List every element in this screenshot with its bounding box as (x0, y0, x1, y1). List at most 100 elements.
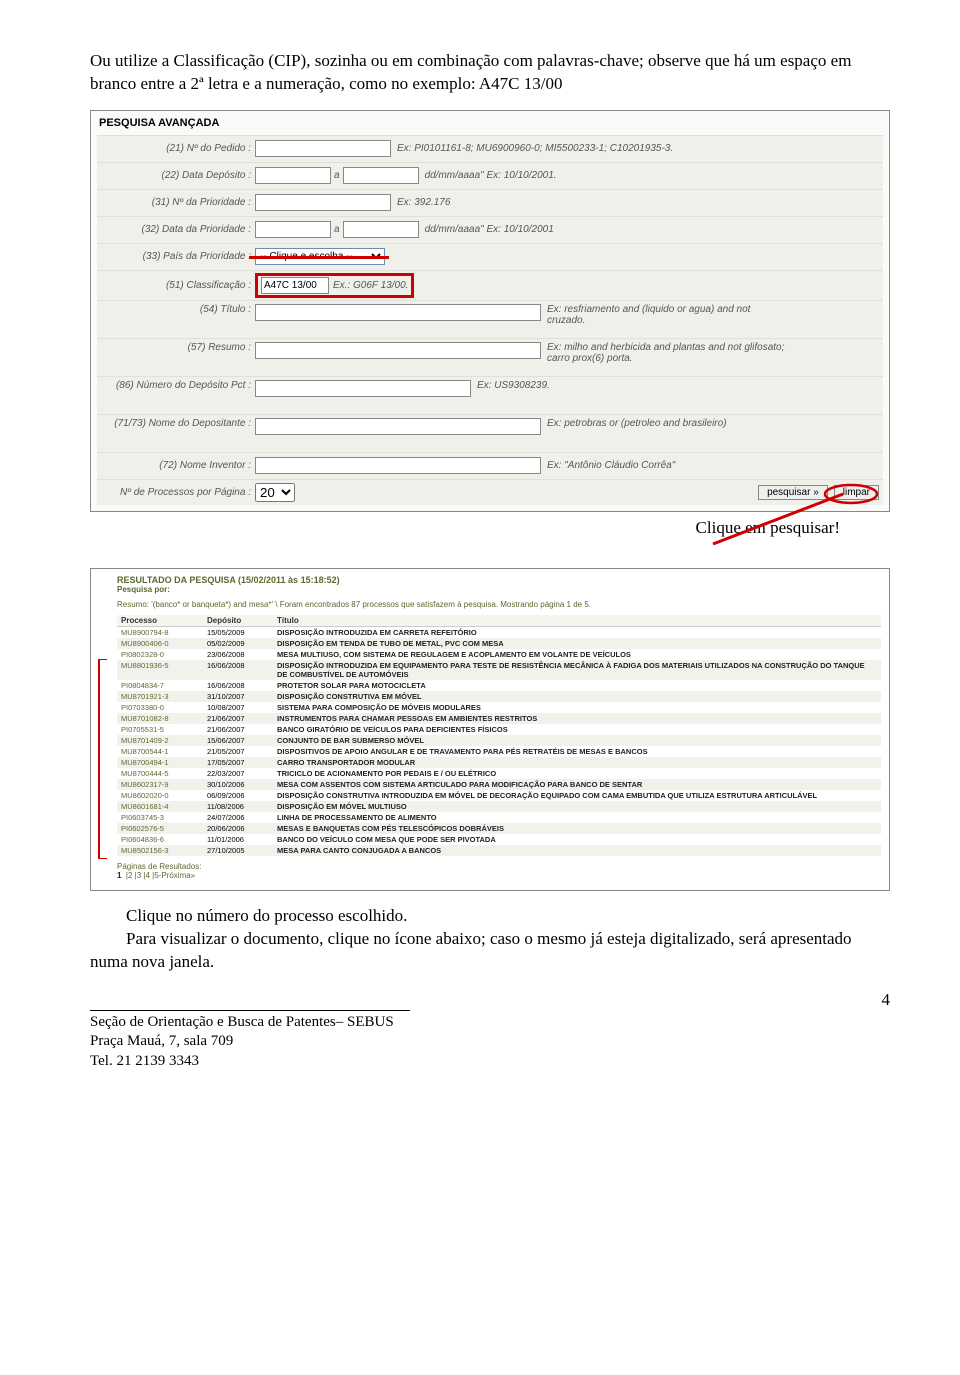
cell-processo[interactable]: PI0804834-7 (117, 680, 203, 691)
hint-pct: Ex: US9308239. (477, 380, 550, 391)
cell-processo[interactable]: PI0703380-0 (117, 702, 203, 713)
hint-pedido: Ex: PI0101161-8; MU6900960-0; MI5500233-… (397, 143, 673, 154)
table-row: MU8900794-815/05/2009DISPOSIÇÃO INTRODUZ… (117, 626, 881, 638)
cell-processo[interactable]: MU8900794-8 (117, 626, 203, 638)
cell-deposito: 06/09/2006 (203, 790, 273, 801)
label-classif: (51) Classificação : (101, 280, 255, 291)
table-row: MU8900406-005/02/2009DISPOSIÇÃO EM TENDA… (117, 638, 881, 649)
cell-processo[interactable]: MU8502156-3 (117, 845, 203, 856)
cell-processo[interactable]: PI0602576-5 (117, 823, 203, 834)
hint-titulo: Ex: resfriamento and (liquido or agua) a… (547, 304, 787, 326)
cell-processo[interactable]: MU8701921-3 (117, 691, 203, 702)
cell-titulo: DISPOSIÇÃO CONSTRUTIVA INTRODUZIDA EM MÓ… (273, 790, 881, 801)
red-arrow-icon (843, 494, 853, 504)
hint-dataprio: dd/mm/aaaa" Ex: 10/10/2001 (425, 224, 554, 235)
footer-line2: Praça Mauá, 7, sala 709 (90, 1032, 890, 1052)
input-inventor[interactable] (255, 457, 541, 474)
cell-deposito: 21/06/2007 (203, 724, 273, 735)
input-deposito-from[interactable] (255, 167, 331, 184)
cell-processo[interactable]: MU8602317-9 (117, 779, 203, 790)
instr-line1: Clique no número do processo escolhido. (90, 905, 890, 928)
input-dataprio-to[interactable] (343, 221, 419, 238)
cell-processo[interactable]: MU8602020-0 (117, 790, 203, 801)
cell-titulo: INSTRUMENTOS PARA CHAMAR PESSOAS EM AMBI… (273, 713, 881, 724)
cell-deposito: 24/07/2006 (203, 812, 273, 823)
row-buttons: Nº de Processos por Página : 20 pesquisa… (97, 479, 883, 505)
results-sub1: Pesquisa por: (117, 585, 881, 594)
sep-deposito: a (334, 170, 340, 181)
side-bracket-icon (97, 659, 111, 859)
cell-processo[interactable]: MU8701409-2 (117, 735, 203, 746)
table-row: PI0603745-324/07/2006LINHA DE PROCESSAME… (117, 812, 881, 823)
cell-titulo: LINHA DE PROCESSAMENTO DE ALIMENTO (273, 812, 881, 823)
table-row: MU8601681-411/08/2006DISPOSIÇÃO EM MÓVEL… (117, 801, 881, 812)
cell-processo[interactable]: PI0802328-0 (117, 649, 203, 660)
row-pct: (86) Número do Depósito Pct : Ex: US9308… (97, 376, 883, 414)
cell-deposito: 27/10/2005 (203, 845, 273, 856)
input-pct[interactable] (255, 380, 471, 397)
cell-processo[interactable]: PI0705531-5 (117, 724, 203, 735)
form-title: PESQUISA AVANÇADA (97, 113, 883, 135)
label-paisprio: (33) País da Prioridade : (101, 251, 255, 262)
label-deposito: (22) Data Depósito : (101, 170, 255, 181)
cell-deposito: 10/08/2007 (203, 702, 273, 713)
cell-processo[interactable]: MU8700444-5 (117, 768, 203, 779)
cell-processo[interactable]: PI0604836-6 (117, 834, 203, 845)
label-prioridade: (31) Nº da Prioridade : (101, 197, 255, 208)
cell-processo[interactable]: MU8601681-4 (117, 801, 203, 812)
input-deposito-to[interactable] (343, 167, 419, 184)
input-titulo[interactable] (255, 304, 541, 321)
cell-titulo: CONJUNTO DE BAR SUBMERSO MÓVEL (273, 735, 881, 746)
row-deposito: (22) Data Depósito : a dd/mm/aaaa" Ex: 1… (97, 162, 883, 189)
cell-titulo: DISPOSIÇÃO CONSTRUTIVA EM MÓVEL (273, 691, 881, 702)
label-depositante: (71/73) Nome do Depositante : (101, 418, 255, 429)
clear-button[interactable]: limpar (834, 485, 879, 500)
classif-highlight: Ex.: G06F 13/00. (255, 273, 414, 298)
cell-deposito: 30/10/2006 (203, 779, 273, 790)
col-titulo: Título (273, 615, 881, 627)
hint-classif: Ex.: G06F 13/00. (333, 280, 408, 291)
results-sub1-label: Pesquisa por: (117, 585, 170, 594)
cell-processo[interactable]: MU8700494-1 (117, 757, 203, 768)
cell-processo[interactable]: MU8900406-0 (117, 638, 203, 649)
input-classif[interactable] (261, 277, 329, 294)
pages-links[interactable]: 1 |2 |3 |4 |5-Próxima» (117, 871, 877, 880)
cell-titulo: CARRO TRANSPORTADOR MODULAR (273, 757, 881, 768)
cell-processo[interactable]: PI0603745-3 (117, 812, 203, 823)
cell-deposito: 17/05/2007 (203, 757, 273, 768)
label-pct: (86) Número do Depósito Pct : (101, 380, 255, 391)
table-row: MU8701921-331/10/2007DISPOSIÇÃO CONSTRUT… (117, 691, 881, 702)
cell-deposito: 11/08/2006 (203, 801, 273, 812)
input-depositante[interactable] (255, 418, 541, 435)
cell-titulo: BANCO DO VEÍCULO COM MESA QUE PODE SER P… (273, 834, 881, 845)
table-row: PI0703380-010/08/2007SISTEMA PARA COMPOS… (117, 702, 881, 713)
hint-inventor: Ex: "Antônio Cláudio Corrêa" (547, 460, 675, 471)
hint-resumo: Ex: milho and herbicida and plantas and … (547, 342, 787, 364)
footer-line1: Seção de Orientação e Busca de Patentes–… (90, 1013, 890, 1033)
results-table: Processo Depósito Título MU8900794-815/0… (117, 615, 881, 856)
input-prioridade[interactable] (255, 194, 391, 211)
input-resumo[interactable] (255, 342, 541, 359)
search-button[interactable]: pesquisar » (758, 485, 828, 500)
label-dataprio: (32) Data da Prioridade : (101, 224, 255, 235)
cell-titulo: TRICICLO DE ACIONAMENTO POR PEDAIS E / O… (273, 768, 881, 779)
select-perpage[interactable]: 20 (255, 483, 295, 502)
label-titulo: (54) Título : (101, 304, 255, 315)
cell-processo[interactable]: MU8701082-8 (117, 713, 203, 724)
table-row: MU8602020-006/09/2006DISPOSIÇÃO CONSTRUT… (117, 790, 881, 801)
cell-deposito: 23/06/2008 (203, 649, 273, 660)
cell-processo[interactable]: MU8700544-1 (117, 746, 203, 757)
input-dataprio-from[interactable] (255, 221, 331, 238)
table-row: MU8502156-327/10/2005MESA PARA CANTO CON… (117, 845, 881, 856)
cell-processo[interactable]: MU8801936-5 (117, 660, 203, 680)
cell-titulo: DISPOSIÇÃO INTRODUZIDA EM CARRETA REFEIT… (273, 626, 881, 638)
label-inventor: (72) Nome Inventor : (101, 460, 255, 471)
red-overlay-top (249, 256, 389, 262)
cell-deposito: 16/06/2008 (203, 680, 273, 691)
instructions-para: Clique no número do processo escolhido. … (90, 905, 890, 974)
footer: Seção de Orientação e Busca de Patentes–… (90, 1013, 890, 1072)
input-pedido[interactable] (255, 140, 391, 157)
row-resumo: (57) Resumo : Ex: milho and herbicida an… (97, 338, 883, 376)
row-pedido: (21) Nº do Pedido : Ex: PI0101161-8; MU6… (97, 135, 883, 162)
cell-deposito: 05/02/2009 (203, 638, 273, 649)
